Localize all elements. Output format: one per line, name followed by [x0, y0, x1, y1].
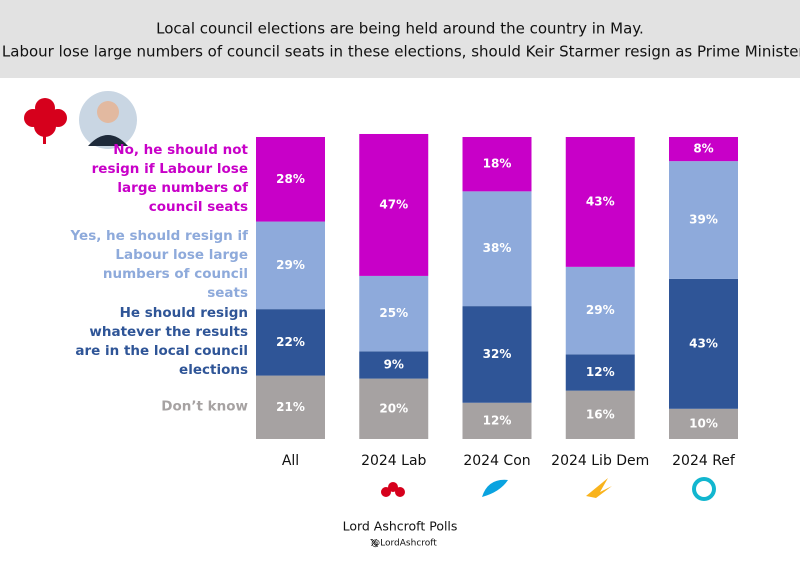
value-label: 18% [483, 157, 512, 171]
value-label: 39% [689, 213, 718, 227]
value-label: 12% [483, 413, 512, 427]
value-label: 28% [276, 172, 305, 186]
bar-segment [359, 275, 429, 352]
bar-segment [565, 266, 635, 355]
bar-segment [669, 161, 738, 279]
value-label: 10% [689, 416, 718, 430]
bar-segment [359, 378, 429, 439]
bar-segment [256, 221, 325, 310]
value-label: 22% [276, 335, 305, 349]
bar-segment [359, 351, 429, 379]
value-label: 29% [586, 303, 615, 317]
x-tick-label: 2024 Lab [361, 453, 426, 469]
bar-segment [669, 408, 738, 439]
x-tick-label: 2024 Con [463, 453, 530, 469]
bar-segment [256, 137, 325, 222]
x-tick-label: All [282, 453, 299, 469]
value-label: 9% [384, 358, 404, 372]
value-label: 12% [586, 365, 615, 379]
value-label: 25% [379, 306, 408, 320]
bar-segment [256, 375, 325, 439]
value-label: 8% [693, 142, 713, 156]
bar-segment [359, 133, 429, 276]
legend-label: Don’t know [161, 398, 248, 415]
starmer-photo [79, 91, 137, 149]
value-label: 20% [379, 401, 408, 415]
bar-segment [565, 354, 635, 391]
bar-segment [565, 137, 635, 267]
value-label: 43% [586, 194, 615, 208]
legend-label: No, he should not resign if Labour lose … [91, 142, 248, 216]
labour-rose [24, 98, 67, 144]
bar-segment [669, 137, 738, 162]
bar-segment [462, 137, 532, 192]
x-logo: 𝕏 [370, 538, 378, 549]
legend-label: Yes, he should resign if Labour lose lar… [70, 228, 249, 302]
libdem-icon [586, 478, 612, 498]
bar-segment [462, 306, 532, 403]
value-label: 21% [276, 400, 305, 414]
value-label: 16% [586, 407, 615, 421]
value-label: 47% [379, 197, 408, 211]
footer: Lord Ashcroft Polls [343, 519, 458, 534]
value-label: 38% [483, 241, 512, 255]
bar-segment [565, 390, 635, 439]
bar-segment [669, 278, 738, 409]
value-label: 43% [689, 336, 718, 350]
handle: @LordAshcroft [371, 539, 437, 549]
chart-title: Local council elections are being held a… [156, 20, 644, 38]
bar-segment [462, 402, 532, 439]
lab-icon [381, 482, 405, 497]
header-band [0, 0, 800, 78]
value-label: 32% [483, 347, 512, 361]
legend-label: He should resign whatever the results ar… [75, 305, 248, 379]
x-tick-label: 2024 Ref [672, 453, 736, 469]
reform-icon [692, 477, 716, 501]
chart-subtitle: If Labour lose large numbers of council … [0, 43, 800, 61]
con-icon [482, 479, 508, 497]
bar-segment [462, 191, 532, 307]
bar-segment [256, 309, 325, 376]
x-tick-label: 2024 Lib Dem [551, 453, 649, 469]
value-label: 29% [276, 258, 305, 272]
